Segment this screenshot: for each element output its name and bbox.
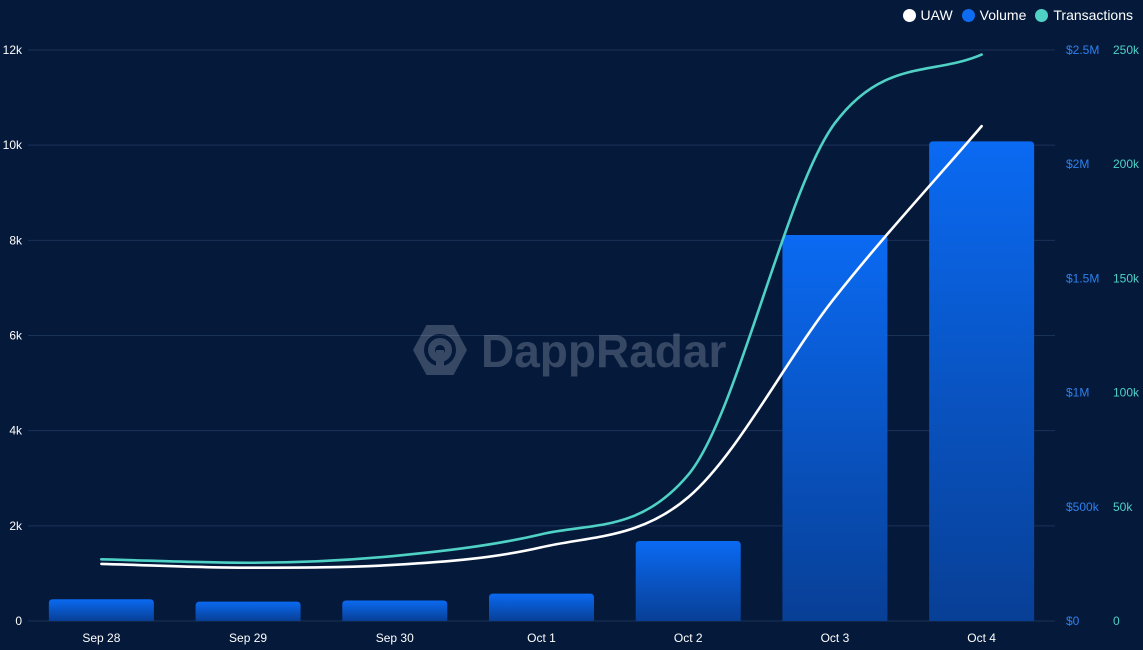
volume-axis-tick-label: $0 — [1066, 614, 1080, 628]
legend-label-transactions: Transactions — [1053, 7, 1133, 23]
left-axis-tick-label: 2k — [9, 519, 23, 533]
transactions-axis-tick-label: 250k — [1113, 43, 1140, 57]
legend: UAW Volume Transactions — [902, 7, 1133, 23]
x-axis-tick-label: Oct 4 — [967, 631, 996, 645]
left-axis-tick-label: 6k — [9, 329, 23, 343]
volume-bar[interactable] — [342, 600, 448, 621]
x-axis-tick-label: Sep 29 — [229, 631, 267, 645]
volume-axis-tick-label: $1.5M — [1066, 271, 1099, 285]
volume-axis-tick-label: $1M — [1066, 386, 1089, 400]
volume-bar[interactable] — [48, 599, 154, 621]
right-axis-volume: $0 $500k $1M $1.5M $2M $2.5M — [1066, 43, 1100, 628]
legend-label-volume: Volume — [979, 7, 1027, 23]
uaw-line[interactable] — [100, 124, 983, 570]
legend-label-uaw: UAW — [920, 7, 953, 23]
x-axis-tick-label: Oct 1 — [527, 631, 556, 645]
volume-bars — [48, 141, 1035, 622]
watermark: DappRadar — [413, 325, 726, 377]
uaw-dot-icon — [902, 8, 916, 22]
left-axis-tick-label: 12k — [3, 43, 23, 57]
volume-bar[interactable] — [929, 141, 1035, 622]
x-axis-tick-label: Oct 3 — [821, 631, 850, 645]
volume-bar[interactable] — [635, 541, 741, 621]
legend-item-transactions[interactable]: Transactions — [1035, 7, 1133, 23]
right-axis-transactions: 0 50k 100k 150k 200k 250k — [1113, 43, 1140, 628]
volume-bar[interactable] — [195, 601, 301, 621]
left-axis-tick-label: 8k — [9, 233, 23, 247]
volume-axis-tick-label: $2M — [1066, 157, 1089, 171]
left-axis-tick-label: 4k — [9, 424, 23, 438]
left-axis-uaw: 0 2k 4k 6k 8k 10k 12k — [3, 43, 23, 628]
x-axis: Sep 28 Sep 29 Sep 30 Oct 1 Oct 2 Oct 3 Oct 4 — [82, 631, 996, 645]
transactions-axis-tick-label: 0 — [1113, 614, 1120, 628]
dappradar-logo-icon — [413, 325, 467, 375]
x-axis-tick-label: Oct 2 — [674, 631, 703, 645]
volume-bar[interactable] — [782, 235, 888, 621]
transactions-axis-tick-label: 150k — [1113, 271, 1140, 285]
left-axis-tick-label: 0 — [15, 614, 22, 628]
volume-bar[interactable] — [489, 593, 594, 621]
watermark-text: DappRadar — [481, 325, 726, 377]
transactions-axis-tick-label: 100k — [1113, 386, 1140, 400]
volume-dot-icon — [961, 8, 975, 22]
left-axis-tick-label: 10k — [3, 138, 23, 152]
transactions-axis-tick-label: 200k — [1113, 157, 1140, 171]
volume-axis-tick-label: $2.5M — [1066, 43, 1099, 57]
x-axis-tick-label: Sep 28 — [82, 631, 120, 645]
transactions-dot-icon — [1035, 8, 1049, 22]
transactions-axis-tick-label: 50k — [1113, 500, 1133, 514]
volume-axis-tick-label: $500k — [1066, 500, 1100, 514]
series-lines — [100, 53, 983, 570]
transactions-line[interactable] — [100, 53, 983, 565]
legend-item-uaw[interactable]: UAW — [902, 7, 953, 23]
legend-item-volume[interactable]: Volume — [961, 7, 1027, 23]
x-axis-tick-label: Sep 30 — [376, 631, 414, 645]
